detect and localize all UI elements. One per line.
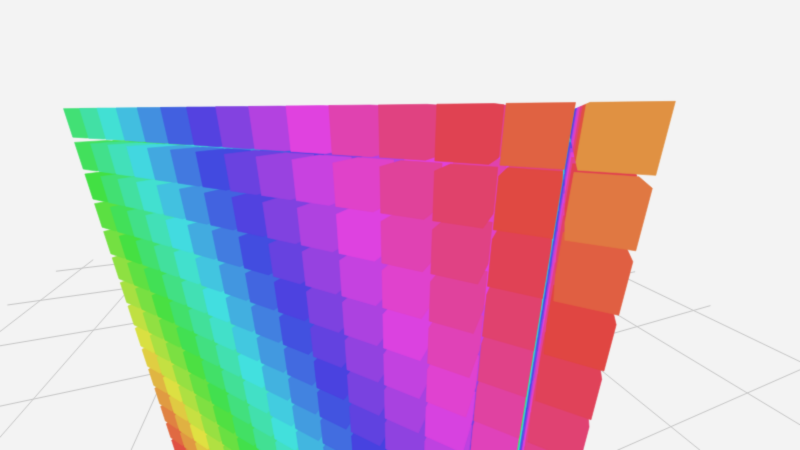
scene-viewport bbox=[0, 0, 800, 450]
voxel-scene-canvas[interactable] bbox=[0, 0, 800, 450]
